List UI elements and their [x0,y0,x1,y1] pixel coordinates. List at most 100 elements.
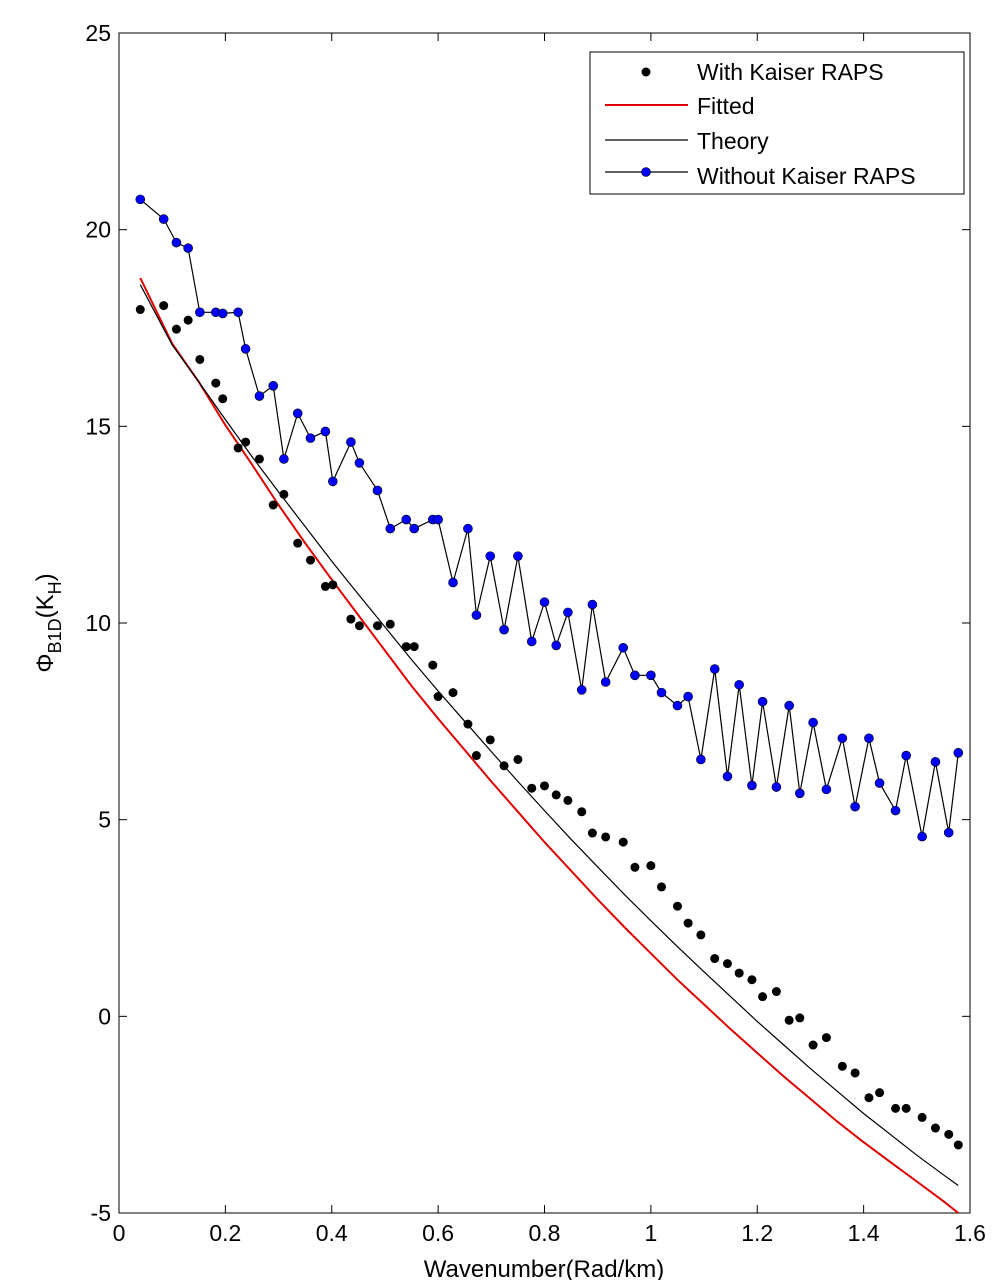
point-without-kaiser [217,308,228,319]
point-without-kaiser [734,679,744,690]
point-with-kaiser [784,1015,794,1025]
point-with-kaiser [171,324,181,334]
point-without-kaiser [722,771,733,782]
point-with-kaiser [372,621,382,631]
point-with-kaiser [268,500,278,510]
legend-label-without-kaiser: Without Kaiser RAPS [697,163,916,189]
legend-entry-without-kaiser: Without Kaiser RAPS [605,163,916,189]
point-without-kaiser [930,757,941,767]
x-tick-label: 0.2 [209,1220,241,1246]
point-without-kaiser [171,237,182,248]
legend: With Kaiser RAPS Fitted Theory Without K… [589,51,965,195]
point-with-kaiser [195,354,205,364]
plot-area [118,32,971,1214]
point-without-kaiser [463,523,473,534]
point-with-kaiser [409,642,419,652]
point-with-kaiser [795,1013,805,1023]
point-without-kaiser [747,780,757,791]
point-without-kaiser [401,514,412,525]
y-tick-label: -5 [91,1200,111,1226]
point-without-kaiser [268,381,279,391]
point-with-kaiser [159,301,169,311]
point-without-kaiser [135,194,146,205]
legend-entry-fitted: Fitted [605,93,755,119]
point-without-kaiser [850,801,860,812]
point-without-kaiser [526,636,537,647]
point-without-kaiser [346,437,356,447]
point-with-kaiser [630,862,640,872]
point-without-kaiser [794,788,805,799]
point-without-kaiser [385,523,396,534]
point-without-kaiser [771,782,782,792]
point-with-kaiser [901,1103,911,1113]
y-tick-label: 15 [85,413,111,439]
x-axis-ticks: 0 0.2 0.4 0.6 0.8 1 1.2 1.4 1.6 [113,33,986,1246]
point-without-kaiser [354,458,365,468]
point-with-kaiser [551,790,561,800]
point-without-kaiser [600,677,611,687]
point-without-kaiser [448,577,458,588]
point-without-kaiser [943,827,954,838]
point-with-kaiser [944,1129,954,1139]
point-with-kaiser [930,1123,940,1133]
point-without-kaiser [587,599,598,610]
point-with-kaiser [850,1068,860,1078]
point-with-kaiser [320,581,330,591]
point-with-kaiser [917,1112,927,1122]
point-with-kaiser [233,443,243,453]
point-with-kaiser [837,1061,847,1071]
point-without-kaiser [656,687,667,698]
point-with-kaiser [722,959,732,969]
x-tick-label: 0.8 [529,1220,561,1246]
point-without-kaiser [874,778,885,788]
x-tick-label: 0 [113,1220,126,1246]
point-with-kaiser [513,754,523,764]
point-with-kaiser [135,305,145,315]
point-with-kaiser [211,378,221,388]
point-without-kaiser [183,243,193,253]
point-with-kaiser [953,1140,963,1150]
point-without-kaiser [499,624,509,635]
point-without-kaiser [563,607,573,618]
x-tick-label: 1.2 [741,1220,773,1246]
point-without-kaiser [471,610,482,620]
x-axis-label: Wavenumber(Rad/km) [424,1256,665,1280]
legend-entry-theory: Theory [605,128,769,154]
x-tick-label: 1 [644,1220,657,1246]
point-with-kaiser [864,1093,874,1103]
x-tick-label: 0.6 [422,1220,454,1246]
point-with-kaiser [499,761,509,771]
point-with-kaiser [471,751,481,761]
point-with-kaiser [734,968,744,978]
legend-label-fitted: Fitted [697,93,755,119]
point-without-kaiser [890,805,901,816]
point-with-kaiser [683,918,693,928]
point-without-kaiser [709,664,720,674]
point-with-kaiser [254,454,264,464]
y-tick-label: 25 [85,20,111,46]
point-without-kaiser [646,670,656,681]
legend-marker-with-kaiser [641,67,651,77]
point-with-kaiser [401,642,411,652]
point-with-kaiser [346,614,356,624]
series-line-fitted [139,277,959,1214]
x-tick-label: 0.4 [316,1220,348,1246]
point-with-kaiser [587,828,597,838]
y-tick-label: 5 [98,807,111,833]
x-tick-label: 1.4 [848,1220,880,1246]
point-with-kaiser [563,795,573,805]
point-without-kaiser [485,551,496,561]
point-without-kaiser [953,747,964,758]
point-with-kaiser [305,555,315,565]
point-without-kaiser [279,454,289,464]
point-with-kaiser [463,719,473,729]
point-with-kaiser [218,394,228,404]
point-with-kaiser [577,807,587,817]
point-with-kaiser [618,837,628,847]
point-without-kaiser [917,831,927,842]
point-without-kaiser [433,514,443,525]
point-without-kaiser [551,640,562,651]
point-with-kaiser [241,437,251,447]
point-with-kaiser [279,489,289,499]
point-with-kaiser [657,882,667,892]
